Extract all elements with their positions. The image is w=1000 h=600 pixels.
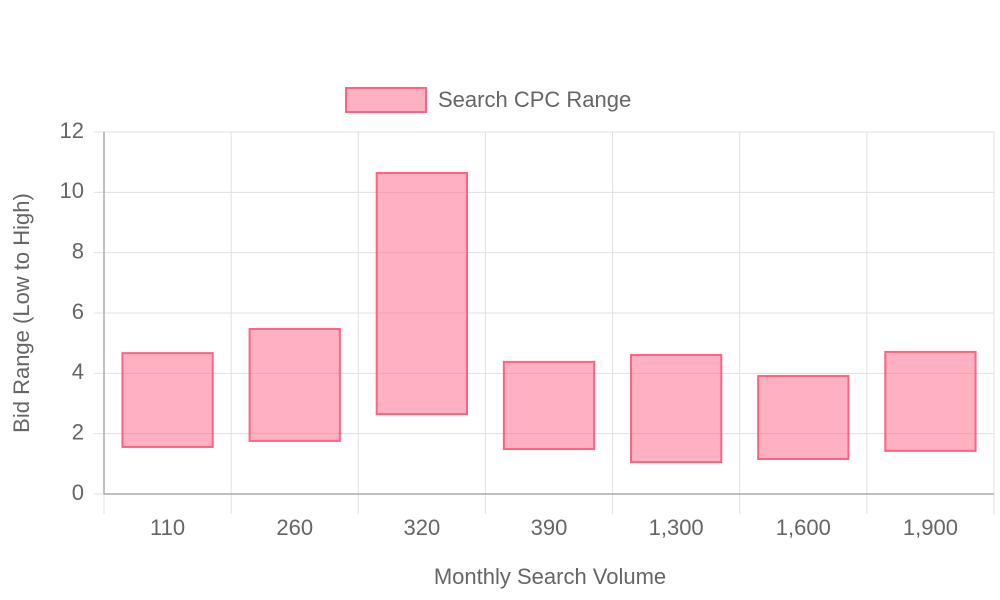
bar bbox=[375, 172, 468, 416]
legend-swatch bbox=[345, 87, 427, 113]
bar bbox=[757, 375, 850, 461]
y-tick-label: 2 bbox=[72, 419, 84, 444]
x-tick-label: 110 bbox=[150, 515, 185, 540]
legend-label: Search CPC Range bbox=[438, 87, 631, 112]
x-tick-label: 260 bbox=[276, 515, 313, 540]
y-tick-label: 0 bbox=[72, 480, 84, 505]
bar bbox=[502, 360, 596, 451]
bar bbox=[121, 352, 214, 448]
x-axis-label: Monthly Search Volume bbox=[434, 564, 666, 589]
x-tick-label: 1,300 bbox=[649, 515, 704, 540]
y-tick-label: 12 bbox=[60, 118, 84, 143]
y-tick-label: 8 bbox=[72, 238, 84, 263]
y-tick-label: 10 bbox=[60, 178, 84, 203]
x-tick-label: 1,900 bbox=[903, 515, 958, 540]
y-tick-label: 4 bbox=[72, 359, 84, 384]
x-tick-label: 320 bbox=[403, 515, 440, 540]
y-axis-label: Bid Range (Low to High) bbox=[9, 193, 34, 433]
x-tick-label: 1,600 bbox=[776, 515, 831, 540]
y-tick-label: 6 bbox=[72, 299, 84, 324]
bar bbox=[884, 350, 977, 452]
x-tick-label: 390 bbox=[531, 515, 568, 540]
bar bbox=[630, 353, 723, 464]
bar bbox=[248, 327, 341, 442]
